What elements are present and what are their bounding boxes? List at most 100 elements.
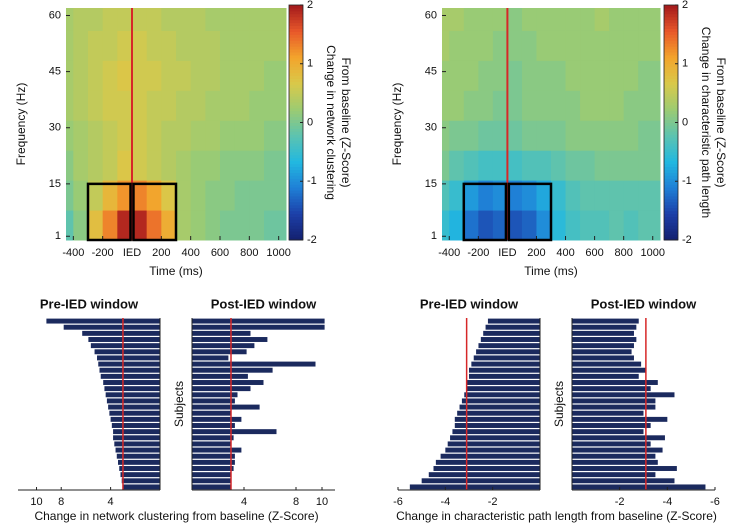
heatmap-cell [146,30,162,61]
colorbar-strip [289,207,303,212]
heatmap-cell [609,8,625,31]
colorbar-strip [289,22,303,27]
colorbar-strip [289,178,303,182]
heatmap-cell [66,30,74,61]
heatmap-cell [565,60,581,91]
x-tick-label: -400 [62,247,84,259]
heatmap-cell [507,90,523,121]
heatmap-cell [102,30,118,61]
colorbar-label: Change in characteristic path length [699,27,713,218]
heatmap-cell [220,150,236,181]
heatmap-cell [102,180,118,211]
heatmap-cell [507,60,523,91]
x-tick-label: 8 [58,496,64,508]
bar [116,453,160,459]
colorbar-strip [289,237,303,241]
bar [113,435,160,441]
bar [103,380,160,385]
colorbar-strip [664,195,678,200]
heatmap-cell [463,30,479,61]
heatmap-cell [594,120,610,151]
colorbar-tick-label: -1 [682,175,692,187]
x-tick-label: 800 [240,247,258,259]
x-tick-label: -400 [438,247,460,259]
heatmap-cell [66,150,74,181]
bar [192,343,255,349]
bar [192,410,231,416]
bar [94,349,160,355]
heatmap-cell [623,210,639,241]
heatmap-cell [551,8,567,31]
heatmap-cell [463,180,479,211]
bar [192,373,248,379]
colorbar-strip [289,137,303,141]
bar [440,453,540,459]
colorbar-strip [664,43,678,47]
bar [88,337,160,342]
colorbar-strip [289,5,303,9]
colorbar-strip [289,57,303,62]
heatmap-cell [146,180,162,211]
colorbar-strip [664,207,678,212]
colorbar-strip [289,19,303,24]
heatmap-cell [551,180,567,211]
colorbar-strip [664,54,678,59]
panel-title: Post-IED window [211,296,317,311]
heatmap-cell [102,90,118,121]
heatmap-cell [146,150,162,181]
colorbar-strip [289,116,303,121]
heatmap-cell [449,90,465,121]
heatmap-cell [463,210,479,241]
heatmap-cell [565,150,581,181]
heatmap-cell [609,180,625,211]
bar [192,380,264,385]
colorbar-strip [289,72,303,76]
colorbar-strip [664,7,678,12]
bar [192,318,325,324]
bar [435,459,540,465]
heatmap-cell [565,30,581,61]
heatmap-cell [580,60,596,91]
heatmap-cell [638,90,661,121]
heatmap-cell [478,90,494,121]
x-tick-label: 1000 [640,247,664,259]
heatmap-cell [161,90,177,121]
bar [98,361,160,367]
colorbar-strip [289,28,303,32]
heatmap-cell [73,90,89,121]
x-tick-label: -200 [92,247,114,259]
bar [192,453,235,459]
colorbar-strip [289,119,303,123]
bar [192,429,277,435]
heatmap-cell [551,150,567,181]
heatmap-cell [132,210,148,241]
colorbar-tick-label: 2 [307,0,313,11]
colorbar-strip [664,37,678,41]
heatmap-cell [264,180,287,211]
colorbar-strip [289,151,303,156]
bar [82,330,160,336]
heatmap-cell [176,8,192,31]
bar [192,398,235,404]
colorbar-strip [289,210,303,215]
heatmap-cell [190,90,206,121]
bar [454,423,540,428]
bar [114,441,160,447]
x-tick-label: 200 [152,247,170,259]
colorbar-strip [664,72,678,76]
heatmap-cell [249,8,265,31]
bar [454,416,540,422]
bar [63,324,160,330]
x-axis-label: Change in network clustering from baseli… [34,509,318,523]
colorbar-strip [664,154,678,159]
bar [192,423,235,428]
bar [572,380,658,385]
colorbar-strip [289,157,303,162]
bar [433,466,540,471]
heatmap-cell [536,8,552,31]
y-tick-label: 30 [49,122,61,134]
colorbar-strip [289,163,303,168]
heatmap-cell [73,8,89,31]
heatmap-cell [66,210,74,241]
heatmap-cell [66,60,74,91]
